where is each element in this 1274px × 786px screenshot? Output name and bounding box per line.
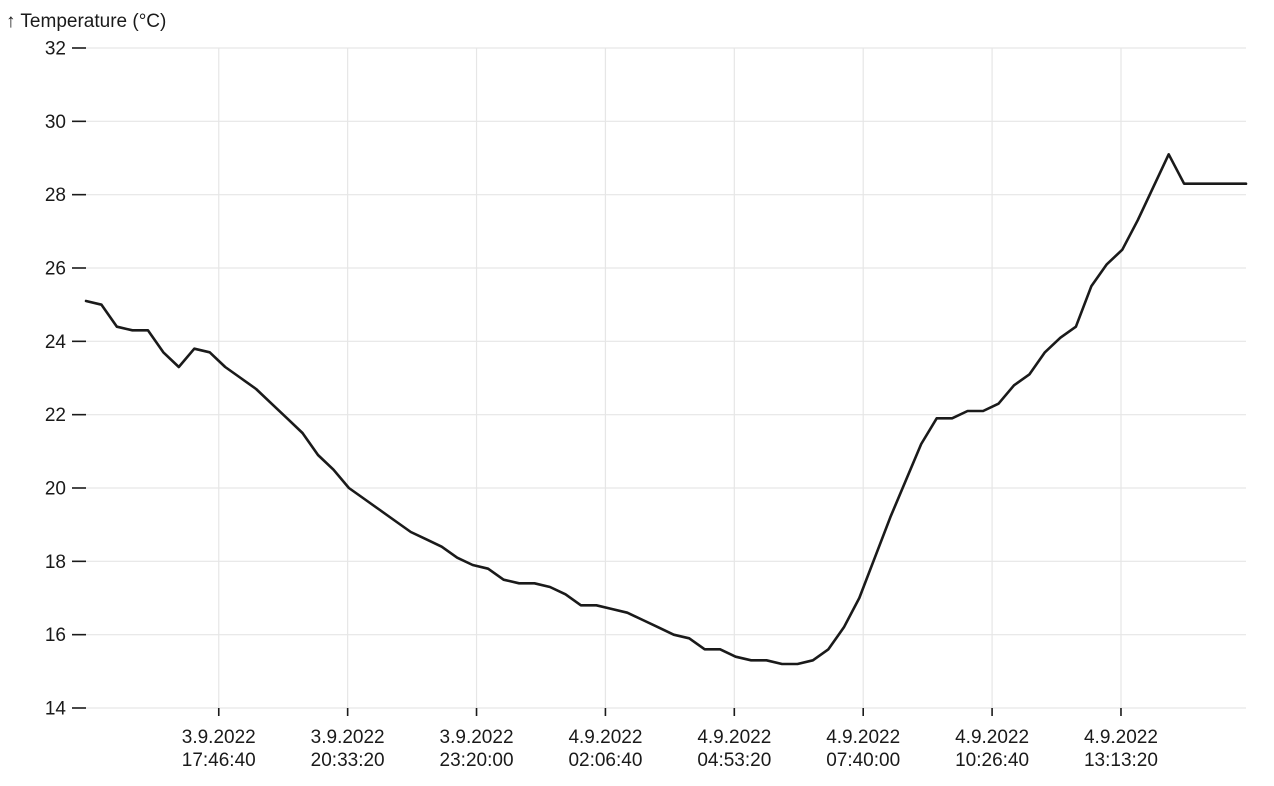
y-tick-label: 14 (45, 699, 67, 720)
y-tick-label: 28 (45, 185, 66, 206)
y-tick-label: 26 (45, 259, 66, 280)
y-tick-label: 16 (45, 625, 66, 646)
y-tick-label: 30 (45, 112, 66, 133)
x-tick-label-date: 3.9.2022 (440, 727, 514, 748)
y-axis-label: ↑ Temperature (°C) (6, 11, 166, 32)
x-tick-label-time: 23:20:00 (440, 750, 514, 771)
x-tick-label-time: 10:26:40 (955, 750, 1029, 771)
y-axis: 14 16 18 20 22 24 26 28 30 32 (45, 39, 86, 720)
x-tick-label-date: 4.9.2022 (568, 727, 642, 748)
x-tick-label-date: 4.9.2022 (826, 727, 900, 748)
y-tick-label: 24 (45, 332, 67, 353)
x-tick-label-time: 17:46:40 (182, 750, 256, 771)
x-axis: 3.9.202217:46:403.9.202220:33:203.9.2022… (182, 708, 1158, 771)
x-tick-label-date: 4.9.2022 (697, 727, 771, 748)
x-tick-label-date: 3.9.2022 (182, 727, 256, 748)
grid-lines (86, 47, 1246, 709)
y-tick-label: 22 (45, 405, 66, 426)
x-tick-label-time: 04:53:20 (697, 750, 771, 771)
x-tick-label-time: 02:06:40 (568, 750, 642, 771)
x-tick-label-time: 07:40:00 (826, 750, 900, 771)
series-layer (84, 153, 1248, 666)
x-tick-label-date: 4.9.2022 (955, 727, 1029, 748)
x-tick-label-time: 20:33:20 (311, 750, 385, 771)
y-tick-label: 32 (45, 39, 66, 60)
y-tick-label: 20 (45, 479, 66, 500)
x-tick-label-date: 3.9.2022 (311, 727, 385, 748)
y-tick-label: 18 (45, 552, 66, 573)
x-tick-label-date: 4.9.2022 (1084, 727, 1158, 748)
temperature-series-line (84, 153, 1248, 666)
x-tick-label-time: 13:13:20 (1084, 750, 1158, 771)
